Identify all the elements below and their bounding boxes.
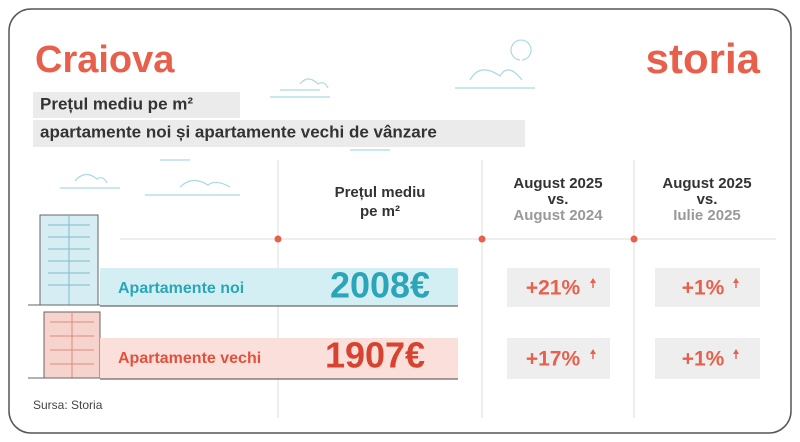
change: +1% — [682, 277, 725, 300]
change: +17% — [526, 348, 581, 371]
column-header: Iulie 2025 — [673, 207, 741, 224]
up-arrows — [590, 278, 739, 359]
dots — [274, 235, 638, 243]
city-title: Craiova — [35, 39, 175, 81]
row-label: Apartamente vechi — [118, 350, 261, 367]
column-header: pe m² — [360, 203, 400, 220]
row-band — [100, 268, 458, 306]
change-box — [655, 338, 760, 379]
change-box — [655, 268, 760, 307]
subtitle: apartamente noi și apartamente vechi de … — [40, 122, 437, 141]
row-band — [100, 338, 458, 379]
subtitle-bg — [33, 92, 240, 118]
column-header: Prețul mediu — [335, 184, 426, 201]
column-header: August 2025 — [662, 175, 751, 192]
price: 1907€ — [325, 335, 425, 376]
column-header: vs. — [697, 191, 718, 208]
subtitle-bg — [33, 120, 525, 147]
subtitle: Prețul mediu pe m² — [40, 94, 193, 113]
change: +21% — [526, 277, 581, 300]
change: +1% — [682, 348, 725, 371]
column-header: August 2025 — [513, 175, 602, 192]
column-header: vs. — [548, 191, 569, 208]
logo: storia — [646, 35, 761, 82]
building-icons — [28, 214, 110, 379]
row-label: Apartamente noi — [118, 280, 244, 297]
column-header: August 2024 — [513, 207, 603, 224]
decoration-clouds — [60, 39, 535, 196]
price: 2008€ — [330, 265, 430, 306]
source: Sursa: Storia — [33, 398, 103, 412]
